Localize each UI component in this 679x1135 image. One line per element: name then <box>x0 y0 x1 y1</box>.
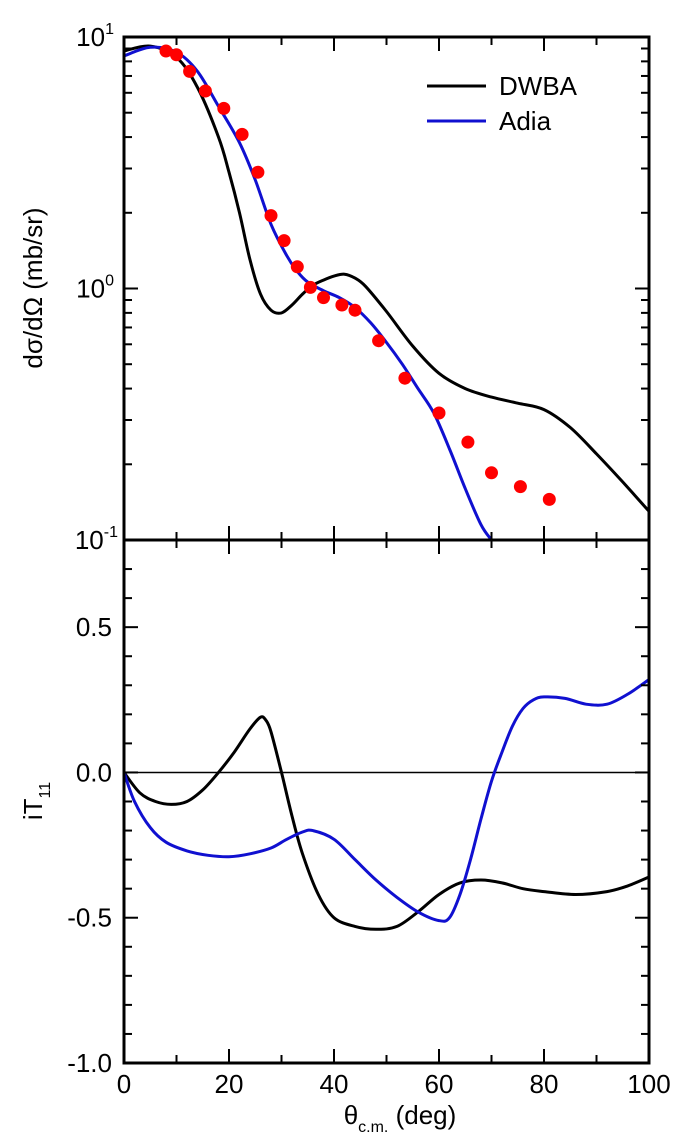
data-point <box>513 480 527 494</box>
data-point <box>461 435 475 449</box>
cross-section-line-adia <box>123 45 493 541</box>
cross-section-y-axis-label: dσ/dΩ (mb/sr) <box>18 207 48 368</box>
y-tick-label-base: 10 <box>76 274 105 304</box>
x-tick-label: 100 <box>627 1069 670 1099</box>
x-tick-label: 60 <box>425 1069 454 1099</box>
data-point <box>217 101 231 115</box>
y-tick-label-exponent: 0 <box>105 273 114 290</box>
data-point <box>251 165 265 179</box>
cross-section-curves <box>123 44 651 541</box>
x-tick-labels: 0 20 40 60 80 100 <box>117 1069 671 1099</box>
x-tick-label: 40 <box>320 1069 349 1099</box>
y-tick-label: 101 <box>76 21 114 52</box>
data-point <box>432 406 446 420</box>
data-point <box>372 334 386 348</box>
y-tick-label: 100 <box>76 273 114 304</box>
data-point <box>398 371 412 385</box>
data-point <box>277 234 291 248</box>
legend: DWBA Adia <box>427 71 578 136</box>
data-point <box>198 84 212 98</box>
legend-dwba-label: DWBA <box>499 71 578 101</box>
y-tick-label: -1.0 <box>67 1048 112 1078</box>
analyzing-power-ticks <box>123 539 650 1064</box>
analyzing-power-line-adia <box>122 678 650 923</box>
analyzing-power-curves <box>122 678 650 931</box>
data-point <box>159 44 173 58</box>
cross-section-frame <box>122 35 651 542</box>
y-tick-label: 10-1 <box>75 524 118 555</box>
analyzing-power-frame <box>122 538 651 1065</box>
data-point <box>264 209 278 223</box>
data-point <box>183 64 197 78</box>
data-point <box>290 260 304 274</box>
analyzing-power-y-axis-label: iT11 <box>18 782 54 820</box>
y-tick-label: -0.5 <box>67 903 112 933</box>
analyzing-power-line-dwba <box>122 715 650 931</box>
analyzing-power-y-tick-labels: 0.5 0.0 -0.5 -1.0 <box>67 612 112 1078</box>
analyzing-power-panel: 0.5 0.0 -0.5 -1.0 0 20 40 60 80 100 iT11 θc.m. (… <box>18 538 671 1135</box>
data-point <box>317 291 330 305</box>
data-point <box>542 492 556 506</box>
y-tick-label-exponent: 1 <box>105 21 114 38</box>
x-tick-label: 0 <box>117 1069 131 1099</box>
y-tick-label-base: 10 <box>76 22 105 52</box>
cross-section-data-points <box>159 44 556 506</box>
x-tick-label: 20 <box>215 1069 244 1099</box>
y-tick-label: 0.5 <box>76 612 112 642</box>
y-tick-label: 0.0 <box>76 757 112 787</box>
data-point <box>303 280 317 294</box>
y-tick-label-exponent: -1 <box>104 524 118 541</box>
data-point <box>335 298 349 312</box>
data-point <box>170 48 183 62</box>
data-point <box>235 127 249 141</box>
x-tick-label: 80 <box>530 1069 559 1099</box>
cross-section-ticks <box>123 37 650 541</box>
data-point <box>485 466 498 480</box>
y-tick-label-base: 10 <box>75 525 104 555</box>
data-point <box>348 303 362 317</box>
legend-adia-label: Adia <box>499 106 552 136</box>
cross-section-line-dwba <box>123 44 651 513</box>
x-axis-label: θc.m. (deg) <box>344 1100 457 1135</box>
